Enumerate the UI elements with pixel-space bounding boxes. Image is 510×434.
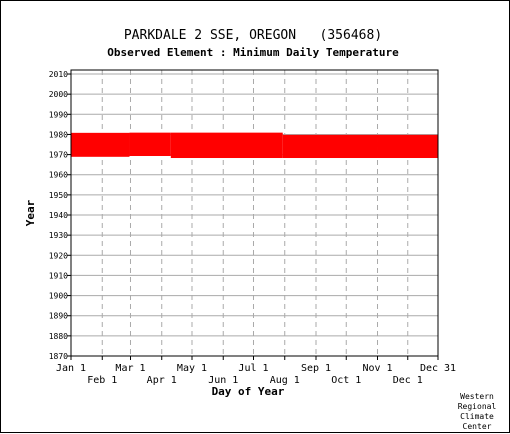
chart-title: PARKDALE 2 SSE, OREGON (356468) <box>124 28 382 43</box>
x-tick-label: Apr 1 <box>147 375 177 386</box>
y-tick-label: 1980 <box>49 130 68 139</box>
y-tick-label: 1930 <box>49 231 68 240</box>
y-axis-label: Year <box>24 199 37 226</box>
chart-subtitle: Observed Element : Minimum Daily Tempera… <box>107 46 399 59</box>
x-tick-label: Oct 1 <box>331 375 361 386</box>
y-tick-label: 1880 <box>49 332 68 341</box>
x-tick-label: Nov 1 <box>362 363 392 374</box>
data-bar <box>71 132 130 157</box>
y-tick-label: 1910 <box>49 271 68 280</box>
data-bars <box>71 132 438 159</box>
x-tick-label: Aug 1 <box>270 375 300 386</box>
x-tick-label: Jan 1 <box>56 363 86 374</box>
credit-line-4: Center <box>463 422 492 431</box>
x-tick-label: Dec 31 <box>420 363 456 374</box>
data-bar <box>377 134 438 159</box>
x-tick-label: Mar 1 <box>115 363 145 374</box>
x-tick-label: Jul 1 <box>238 363 268 374</box>
grid-lines <box>71 70 438 357</box>
credit-line-2: Regional <box>458 402 497 411</box>
x-tick-label: Feb 1 <box>87 375 117 386</box>
y-tick-label: 1890 <box>49 312 68 321</box>
credit-line-1: Western <box>460 392 494 401</box>
y-tick-label: 1870 <box>49 352 68 361</box>
y-tick-label: 2010 <box>49 70 68 79</box>
data-bar <box>282 134 378 159</box>
y-tick-label: 1950 <box>49 191 68 200</box>
data-bar <box>170 132 283 159</box>
x-tick-label: Dec 1 <box>393 375 423 386</box>
y-tick-label: 1960 <box>49 171 68 180</box>
y-tick-label: 1900 <box>49 292 68 301</box>
y-tick-label: 1990 <box>49 110 68 119</box>
data-bar <box>129 132 171 157</box>
x-tick-label: May 1 <box>177 363 207 374</box>
plot-area <box>70 69 439 357</box>
y-tick-label: 2000 <box>49 90 68 99</box>
y-tick-label: 1970 <box>49 151 68 160</box>
x-tick-label: Sep 1 <box>301 363 331 374</box>
x-axis-label: Day of Year <box>212 385 285 398</box>
x-tick-label: Jun 1 <box>208 375 238 386</box>
y-axis-ticks: 1870 1880 1890 1900 1910 1920 1930 1940 1950 1960… <box>49 70 71 361</box>
x-axis-ticks: Jan 1 Mar 1 May 1 Jul 1 Sep 1 Nov 1 Dec 31 Feb … <box>56 356 456 386</box>
y-tick-label: 1940 <box>49 211 68 220</box>
credit-line-3: Climate <box>460 412 494 421</box>
y-tick-label: 1920 <box>49 251 68 260</box>
